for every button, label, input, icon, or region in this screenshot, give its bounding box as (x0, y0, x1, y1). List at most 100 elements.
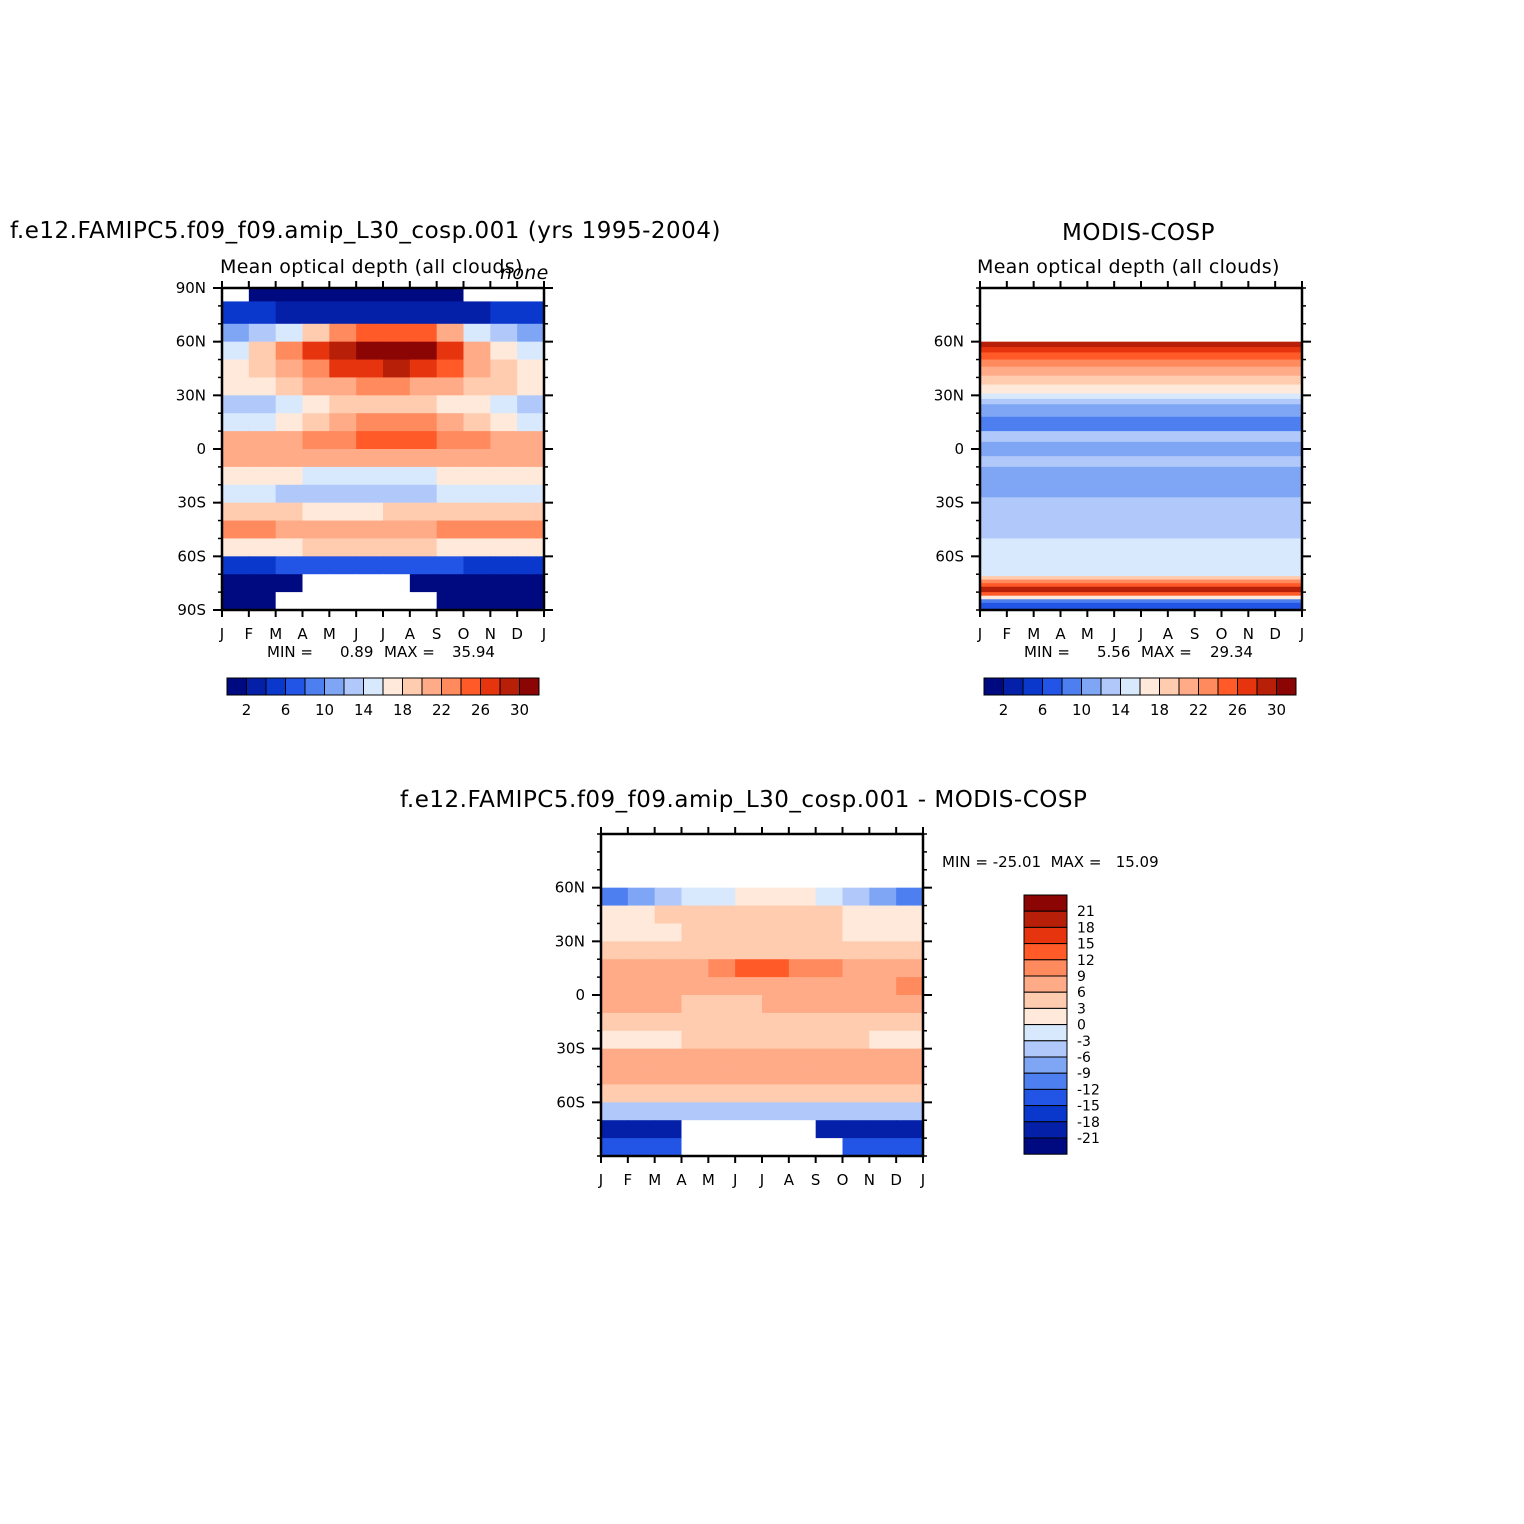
model-colorbar-label: 22 (432, 701, 451, 719)
heatmap-cell (842, 941, 870, 960)
heatmap-cell (222, 449, 250, 468)
heatmap-cell (436, 520, 465, 540)
heatmap-cell (463, 395, 491, 414)
heatmap-cell (329, 556, 357, 575)
model-colorbar-box (519, 677, 540, 696)
heatmap-cell (815, 1102, 844, 1121)
obs-x-tick-label: F (1003, 625, 1012, 643)
heatmap-cell (490, 538, 518, 557)
heatmap-cell (708, 834, 736, 862)
diff-colorbar-box (1023, 1121, 1068, 1139)
diff-colorbar-label: 15 (1077, 937, 1095, 953)
heatmap-cell (788, 834, 817, 862)
heatmap-cell (383, 288, 411, 303)
diff-colorbar-box (1023, 926, 1068, 945)
heatmap-cell (896, 959, 924, 978)
heatmap-cell (869, 1138, 897, 1157)
heatmap-cell (517, 359, 545, 379)
heatmap-cell (436, 538, 465, 557)
diff-colorbar (1023, 894, 1068, 1155)
model-min-label: MIN = (267, 643, 313, 661)
heatmap-cell (762, 995, 790, 1014)
heatmap-cell (517, 413, 545, 432)
heatmap-cell (627, 1138, 656, 1157)
heatmap-cell (601, 977, 629, 996)
heatmap-cell (708, 1120, 736, 1139)
obs-colorbar-box (1061, 677, 1082, 696)
heatmap-band (980, 416, 1302, 432)
model-max-value: 35.94 (452, 643, 495, 661)
heatmap-cell (762, 887, 790, 907)
heatmap-cell (815, 860, 844, 889)
heatmap-cell (681, 1102, 709, 1121)
heatmap-cell (601, 1012, 629, 1032)
heatmap-cell (896, 1048, 924, 1068)
heatmap-cell (329, 413, 357, 432)
heatmap-cell (436, 502, 465, 522)
heatmap-cell (436, 431, 465, 450)
heatmap-cell (329, 377, 357, 396)
diff-y-tick-label: 30N (555, 932, 585, 950)
obs-colorbar-box (1042, 677, 1063, 696)
heatmap-cell (601, 1066, 629, 1086)
diff-colorbar-box (1023, 959, 1068, 977)
heatmap-cell (436, 413, 465, 432)
heatmap-cell (869, 1066, 897, 1086)
heatmap-cell (356, 395, 384, 414)
heatmap-cell (708, 977, 736, 996)
heatmap-cell (842, 860, 870, 889)
heatmap-band (980, 538, 1302, 577)
heatmap-cell (463, 592, 491, 611)
heatmap-cell (788, 1048, 817, 1068)
heatmap-cell (896, 887, 924, 907)
diff-colorbar-box (1023, 943, 1068, 961)
heatmap-band (980, 393, 1302, 400)
model-colorbar-box (343, 677, 364, 696)
heatmap-cell (517, 395, 545, 414)
heatmap-cell (409, 556, 438, 575)
heatmap-cell (222, 484, 250, 504)
obs-min-label: MIN = (1024, 643, 1070, 661)
diff-colorbar-label: 6 (1077, 985, 1086, 1001)
heatmap-cell (463, 466, 491, 486)
heatmap-cell (490, 301, 518, 325)
model-colorbar-box (441, 677, 462, 696)
heatmap-cell (436, 592, 465, 611)
heatmap-cell (222, 431, 250, 450)
diff-panel-title: f.e12.FAMIPC5.f09_f09.amip_L30_cosp.001 … (400, 787, 1088, 813)
heatmap-cell (463, 502, 491, 522)
diff-colorbar-box (1023, 1137, 1068, 1155)
heatmap-cell (383, 449, 411, 468)
heatmap-cell (329, 592, 357, 611)
heatmap-cell (708, 1048, 736, 1068)
heatmap-cell (601, 941, 629, 960)
model-colorbar-box (324, 677, 345, 696)
heatmap-cell (681, 923, 709, 942)
model-x-tick-label: J (353, 625, 358, 643)
heatmap-cell (815, 1120, 844, 1139)
heatmap-cell (383, 484, 411, 504)
obs-y-tick-label: 30S (935, 494, 964, 512)
diff-colorbar-label: 0 (1077, 1018, 1086, 1034)
heatmap-cell (222, 556, 250, 575)
heatmap-cell (601, 860, 629, 889)
heatmap-cell (248, 484, 277, 504)
heatmap-cell (788, 1084, 817, 1103)
heatmap-cell (708, 905, 736, 925)
heatmap-cell (762, 1048, 790, 1068)
obs-colorbar-label: 22 (1189, 701, 1208, 719)
heatmap-cell (356, 538, 384, 557)
model-x-tick-label: J (380, 625, 385, 643)
heatmap-cell (601, 923, 629, 942)
heatmap-cell (842, 959, 870, 978)
heatmap-band (980, 602, 1302, 611)
heatmap-cell (735, 887, 763, 907)
heatmap-cell (601, 887, 629, 907)
heatmap-cell (517, 538, 545, 557)
heatmap-cell (383, 377, 411, 396)
heatmap-cell (463, 574, 491, 593)
heatmap-cell (842, 1102, 870, 1121)
heatmap-cell (735, 834, 763, 862)
heatmap-cell (735, 1138, 763, 1157)
model-colorbar (226, 677, 540, 696)
